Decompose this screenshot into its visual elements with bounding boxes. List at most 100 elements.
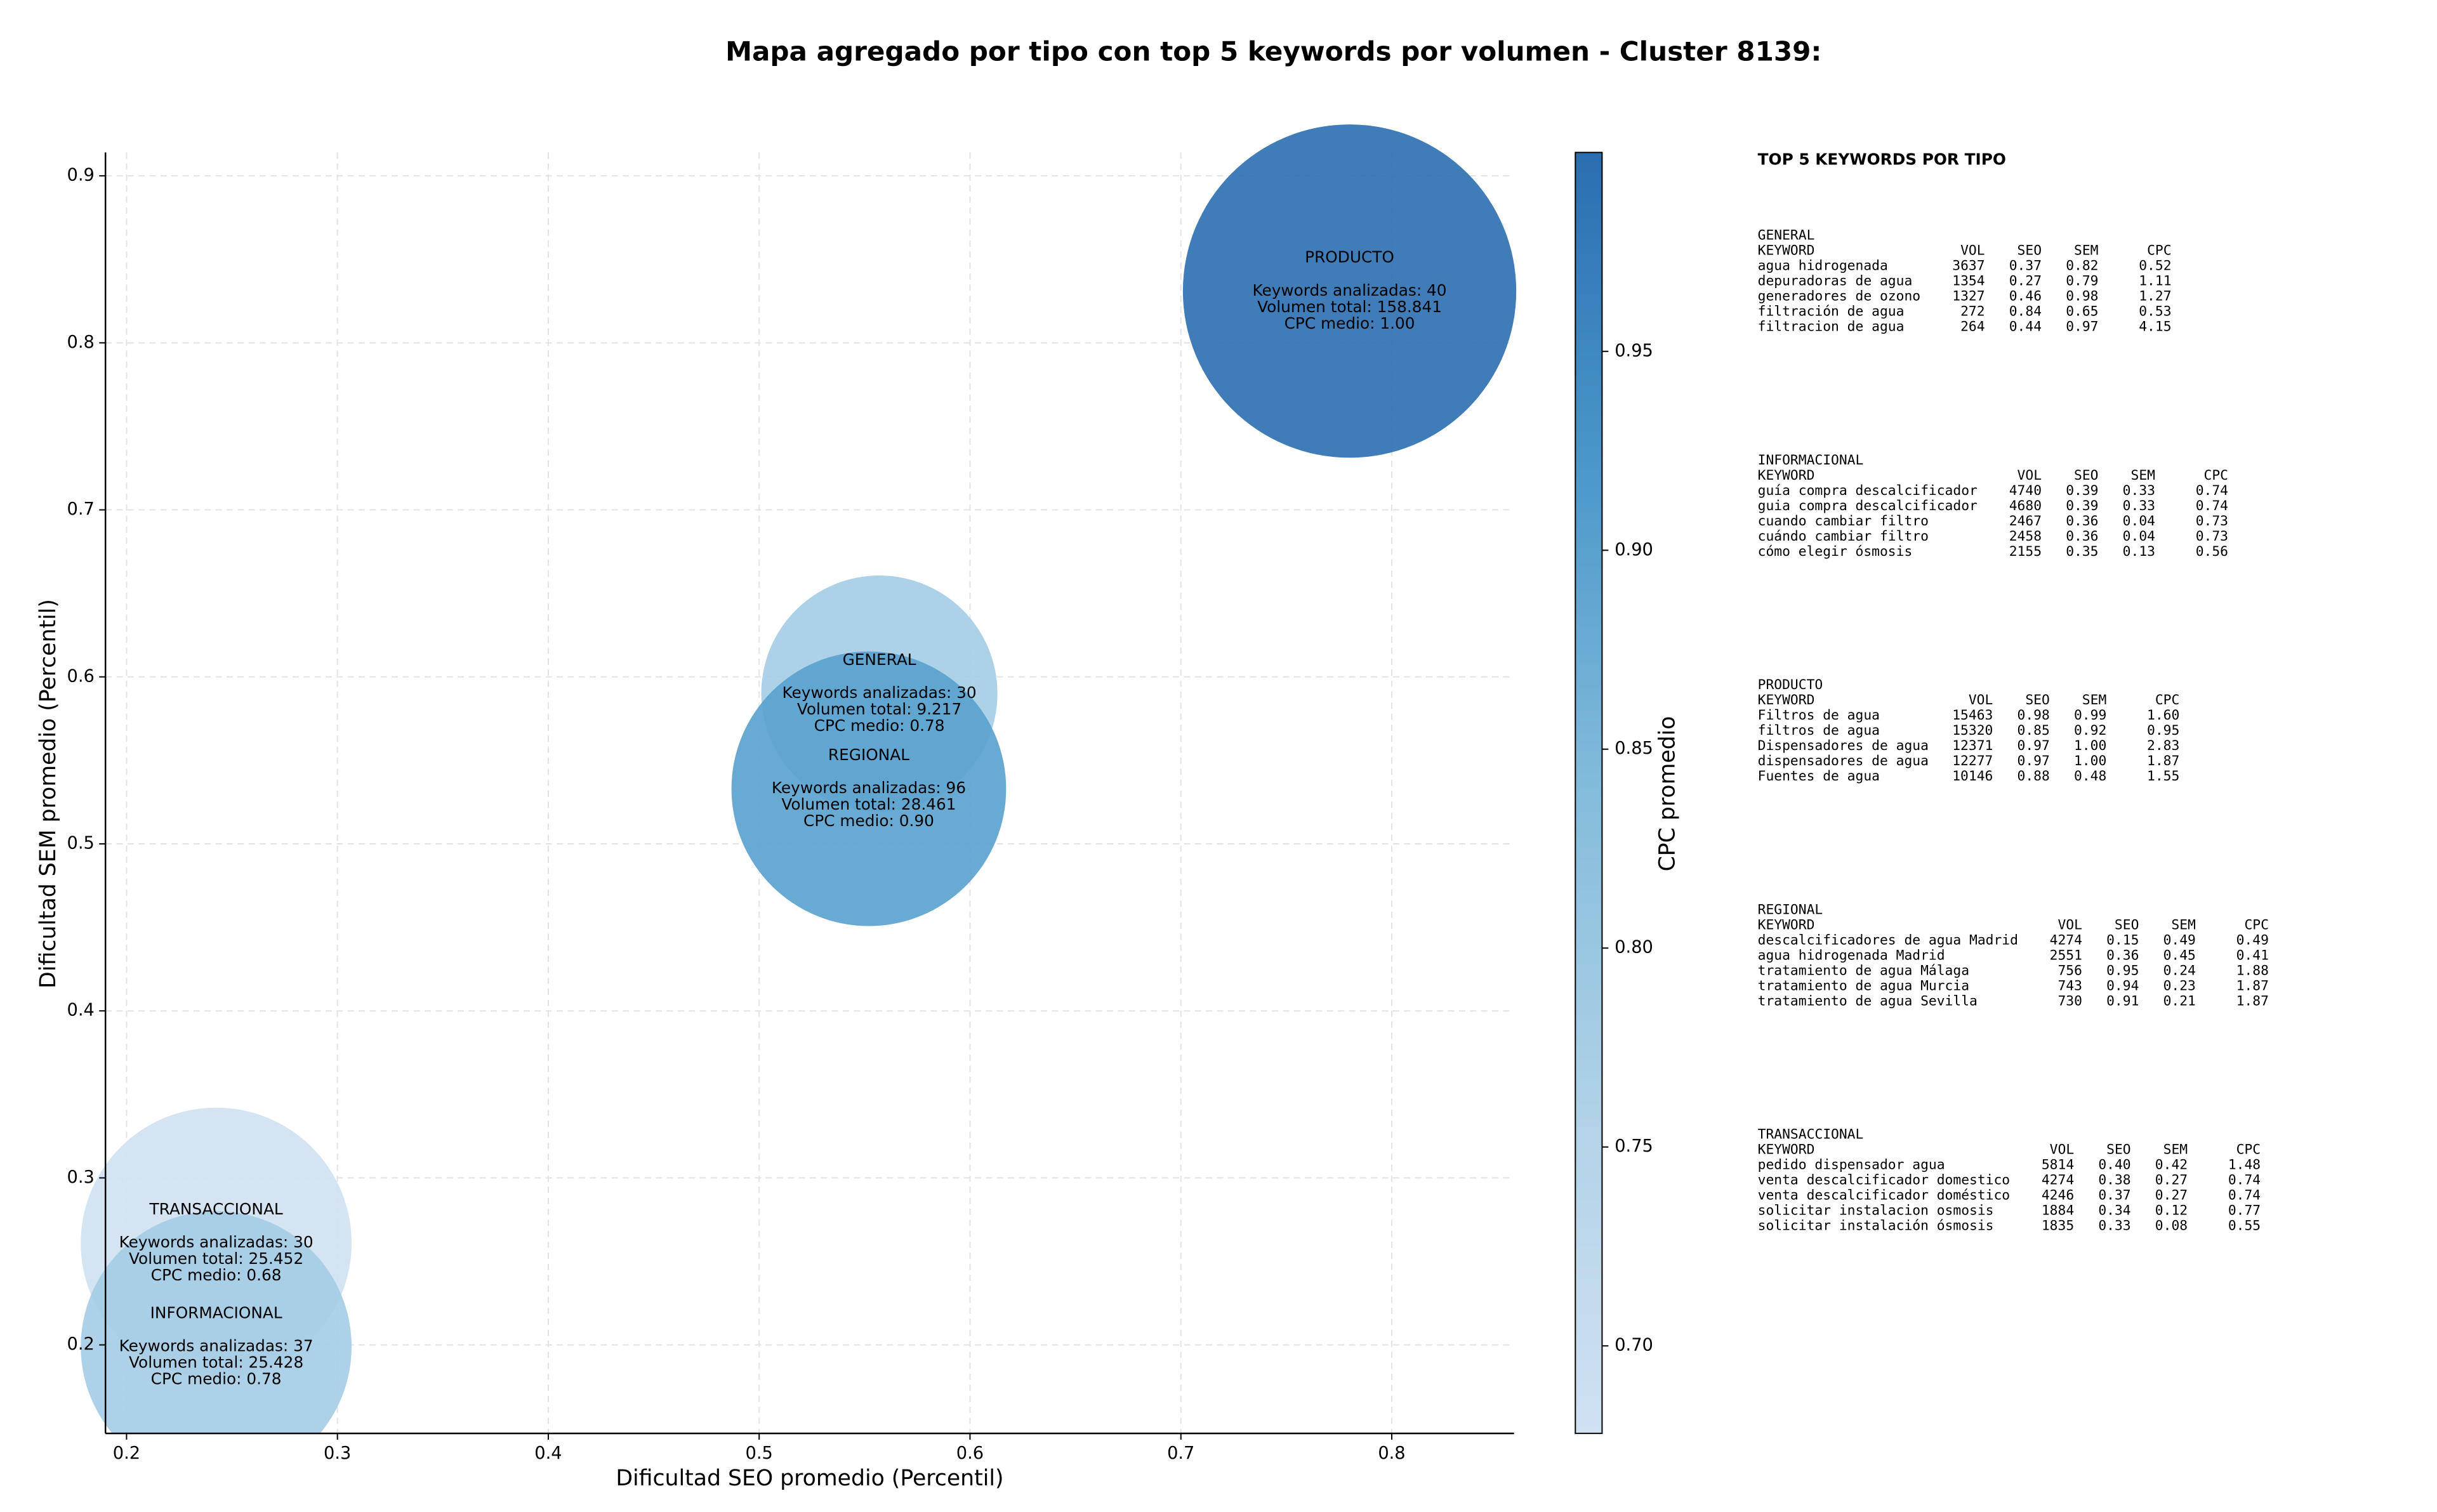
table-cell: 0.74: [2196, 498, 2228, 514]
table-header: CPC: [2204, 468, 2228, 483]
table-cell: 0.74: [2196, 483, 2228, 499]
x-tick-label: 0.3: [324, 1443, 351, 1463]
y-tick-label: 0.8: [67, 332, 95, 352]
table-cell: 0.37: [2009, 258, 2042, 274]
table-cell: 0.27: [2009, 273, 2042, 289]
table-cell: 0.91: [2106, 993, 2139, 1009]
table-cell: venta descalcificador doméstico: [1758, 1188, 2010, 1204]
y-tick-label: 0.3: [67, 1167, 95, 1187]
table-header: SEM: [2163, 1142, 2188, 1158]
group-name: GENERAL: [1758, 228, 1815, 244]
bubble-name: GENERAL: [843, 650, 916, 669]
table-cell: 0.53: [2139, 304, 2171, 320]
table-cell: 0.95: [2147, 723, 2179, 739]
y-tick-label: 0.2: [67, 1334, 95, 1354]
table-cell: 2467: [2009, 513, 2042, 529]
table-cell: tratamiento de agua Málaga: [1758, 963, 1969, 978]
table-cell: 0.27: [2155, 1188, 2188, 1204]
table-header: KEYWORD: [1758, 917, 1815, 933]
table-cell: 1.27: [2139, 289, 2171, 305]
y-tick-label: 0.7: [67, 499, 95, 519]
table-cell: 0.46: [2009, 289, 2042, 305]
table-cell: Dispensadores de agua: [1758, 738, 1929, 754]
bubble-name: PRODUCTO: [1305, 248, 1394, 266]
table-cell: 0.49: [2236, 932, 2269, 948]
table-header: KEYWORD: [1758, 468, 1815, 483]
table-header: SEM: [2171, 917, 2195, 933]
table-cell: cómo elegir ósmosis: [1758, 544, 1913, 560]
table-cell: agua hidrogenada: [1758, 258, 1888, 274]
chart-title: Mapa agregado por tipo con top 5 keyword…: [725, 36, 1821, 67]
colorbar-tick-label: 0.80: [1615, 938, 1653, 957]
table-cell: 0.92: [2074, 723, 2106, 739]
table-cell: 2551: [2050, 947, 2082, 963]
table-cell: 0.04: [2123, 513, 2155, 529]
colorbar-tick-label: 0.75: [1615, 1136, 1653, 1156]
table-cell: 0.94: [2106, 978, 2139, 994]
colorbar-tick-label: 0.90: [1615, 540, 1653, 560]
table-cell: generadores de ozono: [1758, 289, 1920, 305]
table-cell: 1.87: [2147, 753, 2179, 769]
bubble: [731, 651, 1007, 926]
table-cell: guía compra descalcificador: [1758, 483, 1978, 499]
table-cell: depuradoras de agua: [1758, 273, 1913, 289]
table-cell: 15320: [1952, 723, 1993, 739]
bubble-name: REGIONAL: [828, 746, 909, 764]
colorbar: [1575, 152, 1603, 1435]
table-cell: 15463: [1952, 707, 1993, 723]
axes: 0.2 0.3 0.4 0.5 0.6 0.7 0.80.20.30.40.50.60.70…: [67, 152, 1653, 1463]
table-cell: 0.37: [2098, 1188, 2130, 1204]
bubble-annotation: Volumen total: 25.452: [129, 1249, 303, 1268]
table-cell: 0.97: [2018, 738, 2050, 754]
bubbles: [81, 124, 1517, 1434]
bubble-annotation: CPC medio: 0.90: [803, 812, 934, 830]
table-cell: agua hidrogenada Madrid: [1758, 947, 1945, 963]
bubble-annotation: Keywords analizadas: 37: [119, 1336, 314, 1355]
table-cell: 0.84: [2009, 304, 2042, 320]
table-cell: 1.11: [2139, 273, 2171, 289]
table-cell: 0.74: [2228, 1173, 2261, 1188]
table-header: CPC: [2236, 1142, 2261, 1158]
table-cell: 1.48: [2228, 1157, 2261, 1173]
x-tick-label: 0.7: [1167, 1443, 1194, 1463]
table-cell: 0.21: [2163, 993, 2196, 1009]
table-cell: filtros de agua: [1758, 723, 1880, 739]
table-cell: 0.49: [2163, 932, 2196, 948]
table-cell: 0.65: [2066, 304, 2098, 320]
bubble-annotation: Volumen total: 25.428: [129, 1353, 303, 1371]
colorbar-tick-label: 0.85: [1615, 739, 1653, 758]
table-cell: 0.04: [2123, 529, 2155, 544]
group-name: INFORMACIONAL: [1758, 452, 1864, 468]
table-header: CPC: [2147, 243, 2171, 259]
table-cell: 1.55: [2147, 768, 2179, 784]
bubble-annotation: CPC medio: 0.78: [151, 1369, 282, 1388]
table-cell: 0.41: [2236, 947, 2269, 963]
bubble-annotation: CPC medio: 0.78: [814, 716, 945, 735]
table-cell: 0.98: [2066, 289, 2098, 305]
x-axis-label: Dificultad SEO promedio (Percentil): [616, 1466, 1003, 1491]
table-cell: 0.56: [2196, 544, 2228, 560]
table-header: SEO: [2106, 1142, 2130, 1158]
table-cell: 0.24: [2163, 963, 2196, 978]
bubble-annotation: Keywords analizadas: 30: [783, 683, 977, 702]
table-cell: 12371: [1952, 738, 1993, 754]
table-cell: 0.42: [2155, 1157, 2188, 1173]
table-cell: 0.73: [2196, 513, 2228, 529]
table-cell: 2458: [2009, 529, 2042, 544]
table-header: SEM: [2082, 692, 2106, 708]
table-cell: 0.12: [2155, 1203, 2188, 1219]
table-header: VOL: [1969, 692, 1993, 708]
table-cell: 0.35: [2066, 544, 2098, 560]
table-cell: 1.60: [2147, 707, 2179, 723]
table-cell: 1.87: [2236, 978, 2269, 994]
x-tick-label: 0.8: [1378, 1443, 1405, 1463]
colorbar-label: CPC promedio: [1654, 716, 1680, 871]
table-cell: 1354: [1952, 273, 1985, 289]
table-cell: 10146: [1952, 768, 1993, 784]
table-cell: 12277: [1952, 753, 1993, 769]
bubble: [81, 1211, 352, 1434]
group-name: TRANSACCIONAL: [1758, 1126, 1864, 1142]
table-cell: 4274: [2050, 932, 2082, 948]
